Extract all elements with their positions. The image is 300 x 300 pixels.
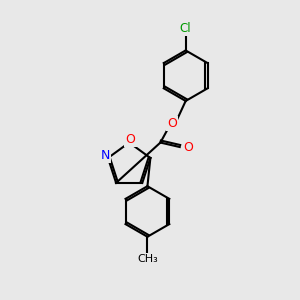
Text: CH₃: CH₃: [137, 254, 158, 264]
Text: N: N: [100, 148, 110, 161]
Text: Cl: Cl: [180, 22, 191, 34]
Text: O: O: [167, 117, 177, 130]
Text: O: O: [184, 140, 194, 154]
Text: O: O: [126, 133, 136, 146]
